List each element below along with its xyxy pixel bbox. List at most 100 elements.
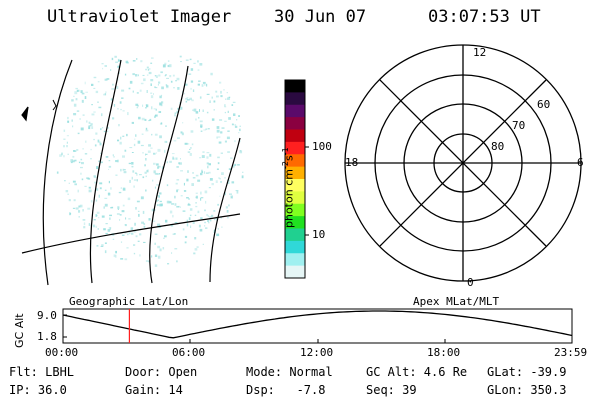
aurora-speckle xyxy=(100,152,102,154)
aurora-speckle xyxy=(98,141,101,144)
aurora-speckle xyxy=(120,168,122,172)
instrument-title: Ultraviolet Imager xyxy=(47,7,232,27)
colorbar-unit-label: photon cm-2s-1 xyxy=(281,147,296,228)
info-door: Door: Open xyxy=(125,365,198,379)
aurora-speckle xyxy=(121,97,124,99)
info-dsp: Dsp: -7.8 xyxy=(246,383,326,397)
aurora-speckle xyxy=(97,81,100,83)
aurora-speckle xyxy=(223,89,225,91)
longitude-line-2 xyxy=(89,59,122,284)
aurora-speckle xyxy=(192,89,195,92)
aurora-speckle xyxy=(170,107,173,110)
aurora-speckle xyxy=(199,96,202,99)
aurora-speckle xyxy=(150,147,153,149)
aurora-speckle xyxy=(172,157,175,160)
aurora-speckle xyxy=(78,161,81,164)
aurora-speckle xyxy=(215,180,218,183)
aurora-speckle xyxy=(200,217,203,219)
polar-label-6: 6 xyxy=(577,156,584,169)
aurora-speckle xyxy=(80,127,84,131)
aurora-speckle xyxy=(217,203,219,206)
aurora-speckle xyxy=(162,247,165,250)
aurora-speckle xyxy=(85,91,88,93)
aurora-speckle xyxy=(128,162,131,165)
aurora-speckle xyxy=(103,228,106,231)
aurora-speckle xyxy=(204,84,206,86)
aurora-speckle xyxy=(148,68,151,70)
aurora-speckle xyxy=(239,140,241,143)
aurora-speckle xyxy=(219,119,223,121)
aurora-speckle xyxy=(187,170,189,173)
aurora-speckle xyxy=(132,170,135,173)
aurora-speckle xyxy=(175,157,178,160)
aurora-speckle xyxy=(151,57,154,59)
aurora-speckle xyxy=(119,101,122,104)
polar-label-0: 0 xyxy=(467,276,474,289)
time-tick-2359: 23:59 xyxy=(554,346,588,359)
aurora-speckle xyxy=(149,118,152,121)
aurora-speckle xyxy=(69,213,72,215)
aurora-speckle xyxy=(81,178,84,181)
aurora-speckle xyxy=(201,169,203,172)
info-ip: IP: 36.0 xyxy=(9,383,67,397)
aurora-speckle xyxy=(145,260,149,262)
aurora-speckle xyxy=(73,199,76,202)
aurora-speckle xyxy=(201,171,203,174)
aurora-speckle xyxy=(159,102,162,106)
aurora-speckle xyxy=(167,64,170,68)
aurora-speckle xyxy=(74,183,77,186)
coast-mark-2 xyxy=(52,99,57,111)
aurora-speckle xyxy=(219,177,221,180)
aurora-speckle xyxy=(107,193,111,196)
aurora-speckle xyxy=(234,124,237,126)
aurora-speckle xyxy=(227,110,229,113)
aurora-speckle xyxy=(165,74,167,76)
aurora-speckle xyxy=(182,122,184,124)
longitude-line-4 xyxy=(209,137,241,283)
aurora-speckle xyxy=(213,210,216,212)
aurora-speckle xyxy=(117,139,120,142)
aurora-speckle xyxy=(235,190,239,192)
aurora-speckle xyxy=(156,200,159,202)
aurora-speckle xyxy=(164,75,166,77)
aurora-speckle xyxy=(224,140,227,143)
aurora-speckle xyxy=(194,214,197,216)
color-bar-segment xyxy=(285,92,305,106)
aurora-speckle xyxy=(227,130,230,132)
aurora-speckle xyxy=(152,179,154,182)
aurora-speckle xyxy=(203,129,207,131)
aurora-speckle xyxy=(142,74,145,76)
aurora-speckle xyxy=(139,174,142,176)
altitude-strip-ticks xyxy=(62,314,573,343)
aurora-speckle xyxy=(124,149,127,152)
aurora-speckle xyxy=(206,93,210,95)
aurora-speckle xyxy=(194,248,198,251)
aurora-speckle xyxy=(113,156,115,158)
aurora-speckle xyxy=(200,191,202,195)
info-glon: GLon: 350.3 xyxy=(487,383,567,397)
aurora-speckle xyxy=(156,173,160,175)
info-filter: Flt: LBHL xyxy=(9,365,75,379)
aurora-speckle xyxy=(157,148,161,152)
aurora-speckle xyxy=(151,255,153,258)
aurora-speckle xyxy=(185,59,189,61)
aurora-speckle xyxy=(93,175,96,178)
aurora-speckle xyxy=(155,75,158,78)
aurora-speckle xyxy=(108,168,110,170)
aurora-speckle xyxy=(231,104,234,106)
aurora-speckle xyxy=(131,232,134,235)
aurora-speckle xyxy=(145,175,147,178)
aurora-speckle xyxy=(66,135,69,137)
aurora-speckle xyxy=(181,132,184,136)
aurora-speckle xyxy=(96,166,99,169)
aurora-speckle xyxy=(148,218,151,221)
aurora-speckle xyxy=(197,69,200,71)
aurora-speckle xyxy=(232,101,236,103)
aurora-speckle xyxy=(202,81,206,84)
aurora-speckle xyxy=(67,153,69,155)
aurora-speckle xyxy=(150,62,153,64)
aurora-speckle xyxy=(127,233,129,236)
aurora-speckle xyxy=(82,209,84,212)
aurora-speckle xyxy=(154,172,158,175)
